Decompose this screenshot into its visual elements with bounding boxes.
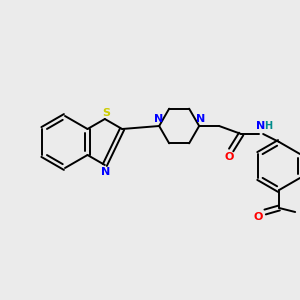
Text: N: N	[154, 114, 163, 124]
Text: S: S	[102, 108, 110, 118]
Text: O: O	[254, 212, 263, 222]
Text: N: N	[256, 121, 265, 131]
Text: N: N	[196, 114, 205, 124]
Text: H: H	[264, 121, 272, 131]
Text: N: N	[101, 167, 110, 177]
Text: O: O	[224, 152, 234, 162]
